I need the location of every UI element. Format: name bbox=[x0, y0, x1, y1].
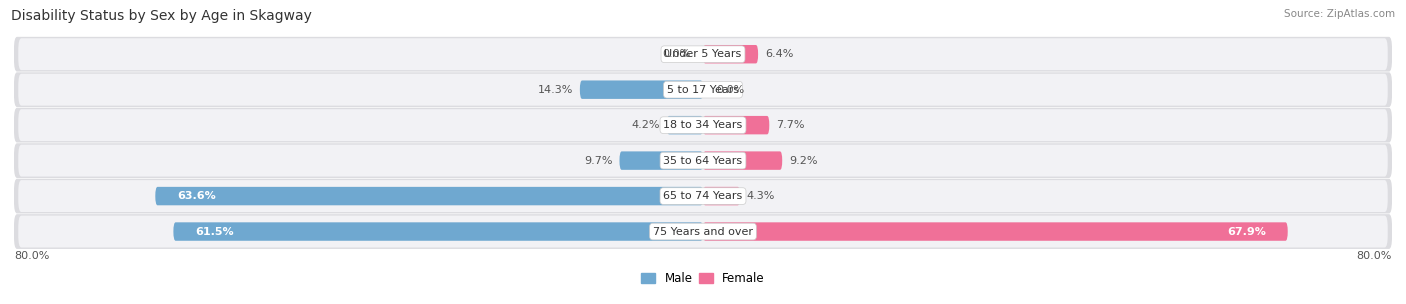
FancyBboxPatch shape bbox=[14, 108, 1392, 143]
Text: 0.0%: 0.0% bbox=[662, 49, 690, 59]
Text: 5 to 17 Years: 5 to 17 Years bbox=[666, 85, 740, 95]
FancyBboxPatch shape bbox=[579, 81, 703, 99]
Text: 63.6%: 63.6% bbox=[177, 191, 215, 201]
Text: 14.3%: 14.3% bbox=[537, 85, 574, 95]
FancyBboxPatch shape bbox=[18, 74, 1388, 106]
Text: 9.2%: 9.2% bbox=[789, 156, 818, 166]
Text: 4.3%: 4.3% bbox=[747, 191, 775, 201]
FancyBboxPatch shape bbox=[14, 72, 1392, 107]
Text: 75 Years and over: 75 Years and over bbox=[652, 226, 754, 237]
Legend: Male, Female: Male, Female bbox=[637, 268, 769, 290]
Text: 35 to 64 Years: 35 to 64 Years bbox=[664, 156, 742, 166]
FancyBboxPatch shape bbox=[703, 116, 769, 134]
FancyBboxPatch shape bbox=[18, 216, 1388, 247]
FancyBboxPatch shape bbox=[18, 145, 1388, 177]
FancyBboxPatch shape bbox=[14, 143, 1392, 178]
Text: Disability Status by Sex by Age in Skagway: Disability Status by Sex by Age in Skagw… bbox=[11, 9, 312, 23]
FancyBboxPatch shape bbox=[703, 151, 782, 170]
FancyBboxPatch shape bbox=[14, 214, 1392, 249]
FancyBboxPatch shape bbox=[173, 222, 703, 241]
Text: 9.7%: 9.7% bbox=[583, 156, 613, 166]
Text: 80.0%: 80.0% bbox=[14, 251, 49, 261]
Text: 7.7%: 7.7% bbox=[776, 120, 804, 130]
FancyBboxPatch shape bbox=[18, 180, 1388, 212]
Text: Under 5 Years: Under 5 Years bbox=[665, 49, 741, 59]
FancyBboxPatch shape bbox=[703, 45, 758, 64]
FancyBboxPatch shape bbox=[155, 187, 703, 205]
FancyBboxPatch shape bbox=[18, 109, 1388, 141]
Text: 4.2%: 4.2% bbox=[631, 120, 659, 130]
Text: 80.0%: 80.0% bbox=[1357, 251, 1392, 261]
FancyBboxPatch shape bbox=[703, 222, 1288, 241]
FancyBboxPatch shape bbox=[14, 37, 1392, 72]
Text: 6.4%: 6.4% bbox=[765, 49, 793, 59]
Text: Source: ZipAtlas.com: Source: ZipAtlas.com bbox=[1284, 9, 1395, 19]
FancyBboxPatch shape bbox=[14, 179, 1392, 213]
Text: 0.0%: 0.0% bbox=[716, 85, 744, 95]
FancyBboxPatch shape bbox=[620, 151, 703, 170]
Text: 18 to 34 Years: 18 to 34 Years bbox=[664, 120, 742, 130]
FancyBboxPatch shape bbox=[18, 38, 1388, 70]
Text: 65 to 74 Years: 65 to 74 Years bbox=[664, 191, 742, 201]
Text: 67.9%: 67.9% bbox=[1227, 226, 1267, 237]
FancyBboxPatch shape bbox=[703, 187, 740, 205]
Text: 61.5%: 61.5% bbox=[195, 226, 233, 237]
FancyBboxPatch shape bbox=[666, 116, 703, 134]
